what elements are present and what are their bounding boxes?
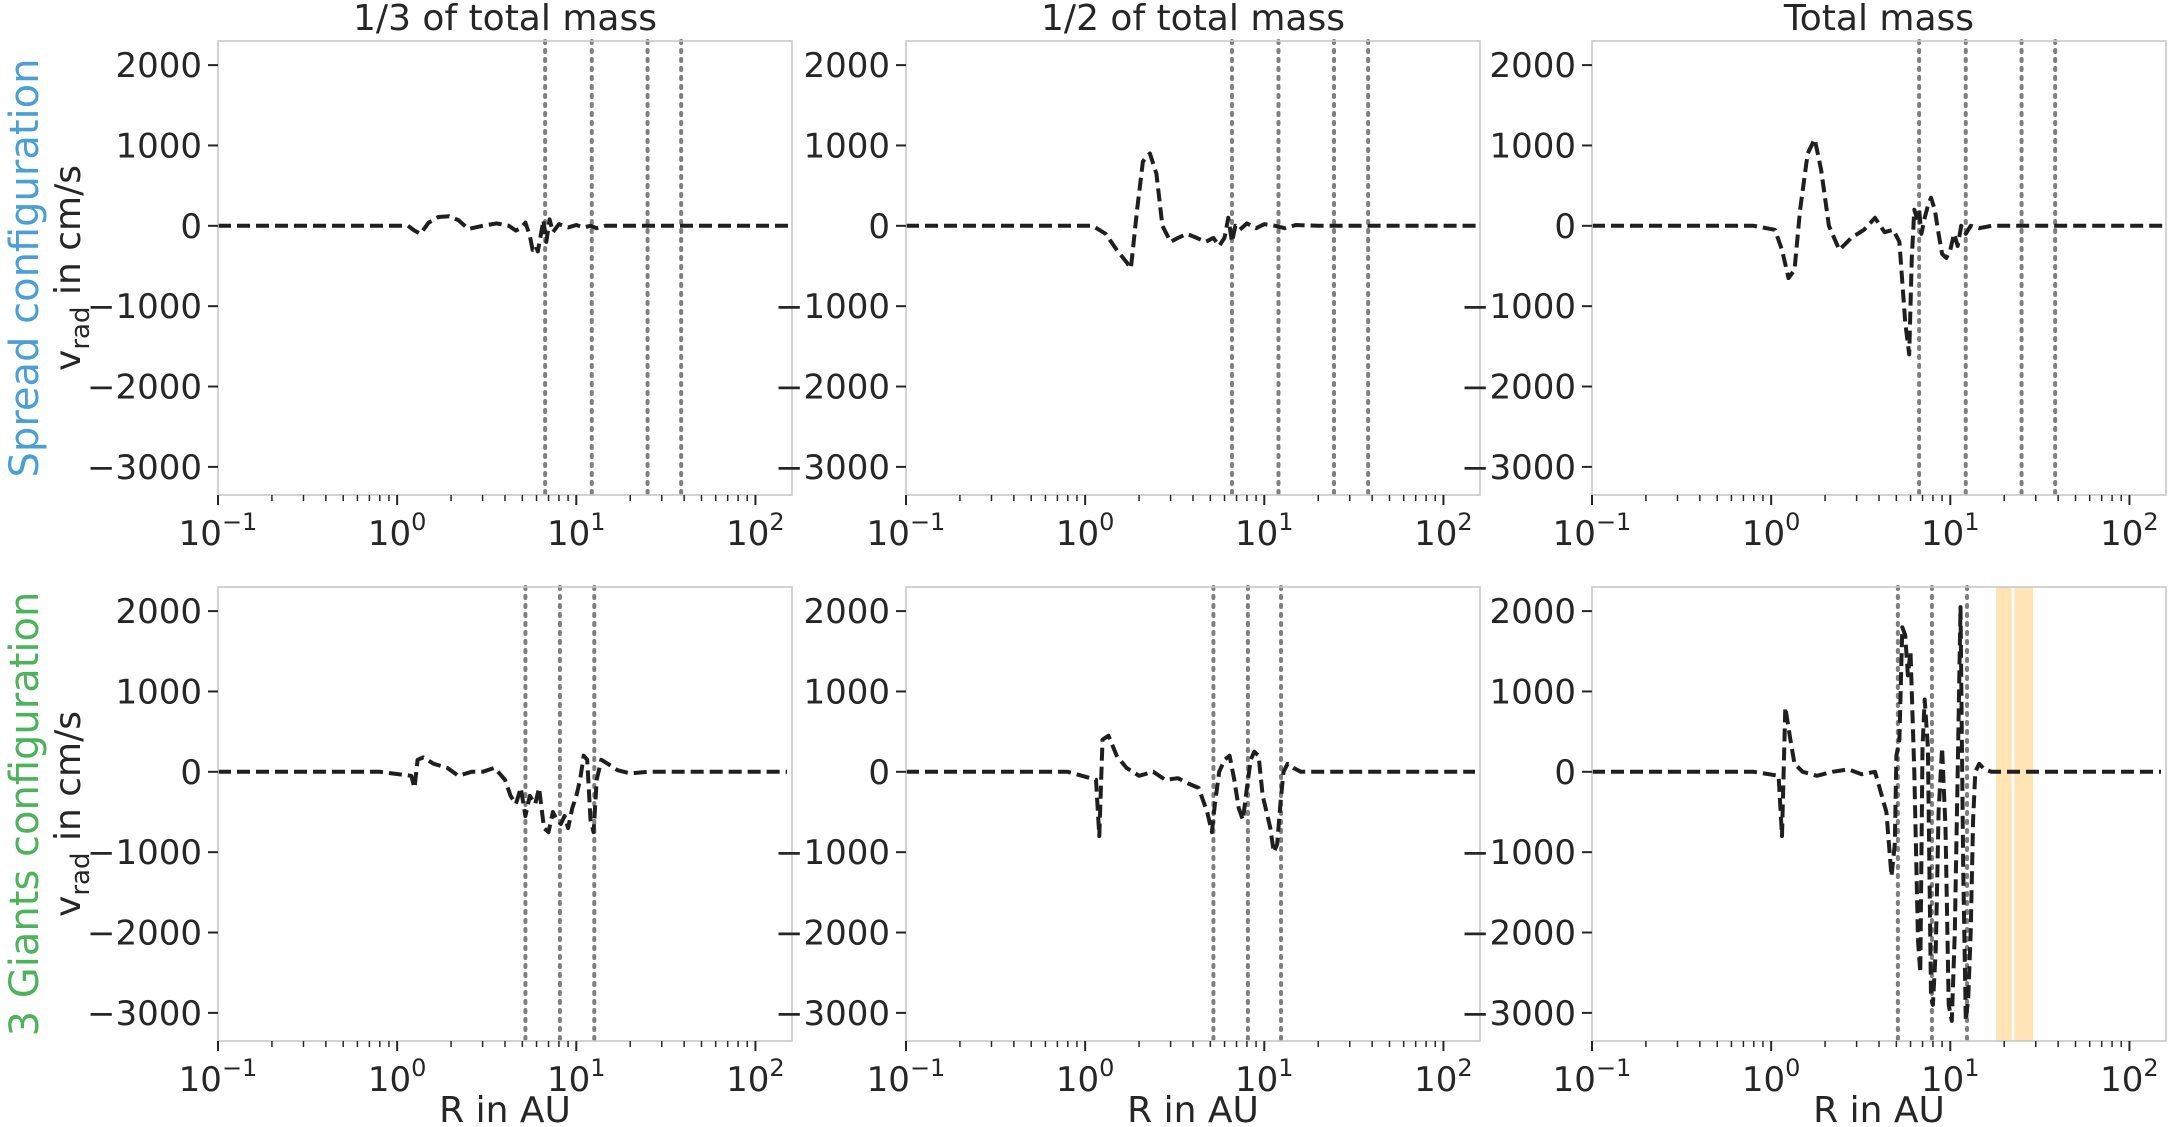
x-tick-label: 101 bbox=[1235, 508, 1294, 554]
x-tick-label: 100 bbox=[368, 508, 427, 554]
y-tick-label: −2000 bbox=[775, 914, 890, 954]
row-label-0: Spread configuration bbox=[2, 59, 48, 478]
y-tick-label: 1000 bbox=[1489, 672, 1576, 712]
y-tick-label: −3000 bbox=[1461, 994, 1576, 1034]
x-tick-label: 100 bbox=[1056, 1054, 1115, 1100]
highlight-span-0 bbox=[1996, 587, 2012, 1041]
x-tick-label: 101 bbox=[1921, 508, 1980, 554]
y-tick-label: 2000 bbox=[115, 46, 202, 86]
y-axis-label: vrad in cm/s bbox=[48, 711, 96, 917]
y-tick-label: −3000 bbox=[1461, 448, 1576, 488]
y-tick-label: 0 bbox=[1554, 753, 1576, 793]
y-tick-label: 2000 bbox=[115, 592, 202, 632]
x-tick-label: 10−1 bbox=[1553, 508, 1632, 554]
x-tick-label: 102 bbox=[1414, 508, 1473, 554]
axes-frame bbox=[217, 40, 793, 496]
x-tick-label: 10−1 bbox=[179, 508, 258, 554]
axes-frame bbox=[905, 40, 1481, 496]
column-titles: 1/3 of total mass 1/2 of total mass Total … bbox=[353, 0, 1974, 39]
x-tick-label: 102 bbox=[726, 1054, 785, 1100]
x-tick-label: 100 bbox=[1742, 1054, 1801, 1100]
subplot-0-0: 2000 1000 0 −1000 −2000 −3000 10−1 100 101 102 bbox=[87, 39, 793, 554]
subplot-0-1: 2000 1000 0 −1000 −2000 −3000 10−1 100 101 102 bbox=[775, 39, 1481, 554]
radial-velocity-series bbox=[906, 151, 1480, 271]
radial-velocity-series bbox=[1592, 605, 2161, 1023]
y-tick-label: −2000 bbox=[1461, 368, 1576, 408]
y-tick-label: 1000 bbox=[115, 126, 202, 166]
highlight-span-1 bbox=[2014, 587, 2034, 1041]
axes-frame bbox=[905, 586, 1481, 1042]
y-tick-label: −2000 bbox=[87, 368, 202, 408]
x-axis-label: R in AU bbox=[1127, 1090, 1259, 1127]
y-tick-label: −3000 bbox=[775, 994, 890, 1034]
y-tick-label: −3000 bbox=[87, 994, 202, 1034]
y-tick-label: 0 bbox=[180, 207, 202, 247]
row-label-1: 3 Giants configuration bbox=[2, 592, 48, 1037]
row-labels: Spread configuration vrad in cm/s3 Giants… bbox=[2, 59, 96, 1037]
y-tick-label: −1000 bbox=[775, 833, 890, 873]
x-tick-label: 10−1 bbox=[179, 1054, 258, 1100]
y-tick-label: −1000 bbox=[87, 287, 202, 327]
y-tick-label: −1000 bbox=[1461, 833, 1576, 873]
y-tick-label: 1000 bbox=[803, 672, 890, 712]
x-axis-labels: R in AU R in AU R in AU bbox=[439, 1090, 1945, 1127]
x-axis-label: R in AU bbox=[1813, 1090, 1945, 1127]
y-tick-label: −2000 bbox=[1461, 914, 1576, 954]
y-tick-label: −1000 bbox=[1461, 287, 1576, 327]
x-tick-label: 100 bbox=[1056, 508, 1115, 554]
y-tick-label: −1000 bbox=[775, 287, 890, 327]
y-tick-label: 1000 bbox=[1489, 126, 1576, 166]
y-tick-label: 2000 bbox=[1489, 46, 1576, 86]
axes-frame bbox=[1591, 586, 2167, 1042]
y-tick-label: −1000 bbox=[87, 833, 202, 873]
x-tick-label: 102 bbox=[1414, 1054, 1473, 1100]
x-tick-label: 10−1 bbox=[1553, 1054, 1632, 1100]
radial-velocity-series bbox=[906, 733, 1475, 855]
radial-velocity-series bbox=[218, 214, 792, 254]
y-tick-label: 0 bbox=[1554, 207, 1576, 247]
y-tick-label: −2000 bbox=[87, 914, 202, 954]
x-tick-label: 10−1 bbox=[867, 1054, 946, 1100]
y-tick-label: 2000 bbox=[1489, 592, 1576, 632]
x-tick-label: 102 bbox=[726, 508, 785, 554]
radial-velocity-series bbox=[218, 753, 787, 835]
radial-velocity-series bbox=[1592, 137, 2166, 357]
y-tick-label: 2000 bbox=[803, 592, 890, 632]
subplot-0-2: 2000 1000 0 −1000 −2000 −3000 10−1 100 101 102 bbox=[1461, 39, 2167, 554]
y-tick-label: 1000 bbox=[115, 672, 202, 712]
y-tick-label: −2000 bbox=[775, 368, 890, 408]
column-title-1: 1/2 of total mass bbox=[1041, 0, 1345, 39]
x-tick-label: 102 bbox=[2100, 508, 2159, 554]
y-tick-label: −3000 bbox=[87, 448, 202, 488]
x-tick-label: 102 bbox=[2100, 1054, 2159, 1100]
column-title-2: Total mass bbox=[1783, 0, 1974, 39]
y-tick-label: 2000 bbox=[803, 46, 890, 86]
y-tick-label: 0 bbox=[868, 753, 890, 793]
y-tick-label: −3000 bbox=[775, 448, 890, 488]
y-tick-label: 0 bbox=[180, 753, 202, 793]
axes-frame bbox=[1591, 40, 2167, 496]
y-axis-label: vrad in cm/s bbox=[48, 165, 96, 371]
x-tick-label: 101 bbox=[547, 508, 606, 554]
x-tick-label: 100 bbox=[368, 1054, 427, 1100]
axes-frame bbox=[217, 586, 793, 1042]
x-axis-label: R in AU bbox=[439, 1090, 571, 1127]
x-tick-label: 10−1 bbox=[867, 508, 946, 554]
y-tick-label: 0 bbox=[868, 207, 890, 247]
y-tick-label: 1000 bbox=[803, 126, 890, 166]
x-tick-label: 100 bbox=[1742, 508, 1801, 554]
column-title-0: 1/3 of total mass bbox=[353, 0, 657, 39]
